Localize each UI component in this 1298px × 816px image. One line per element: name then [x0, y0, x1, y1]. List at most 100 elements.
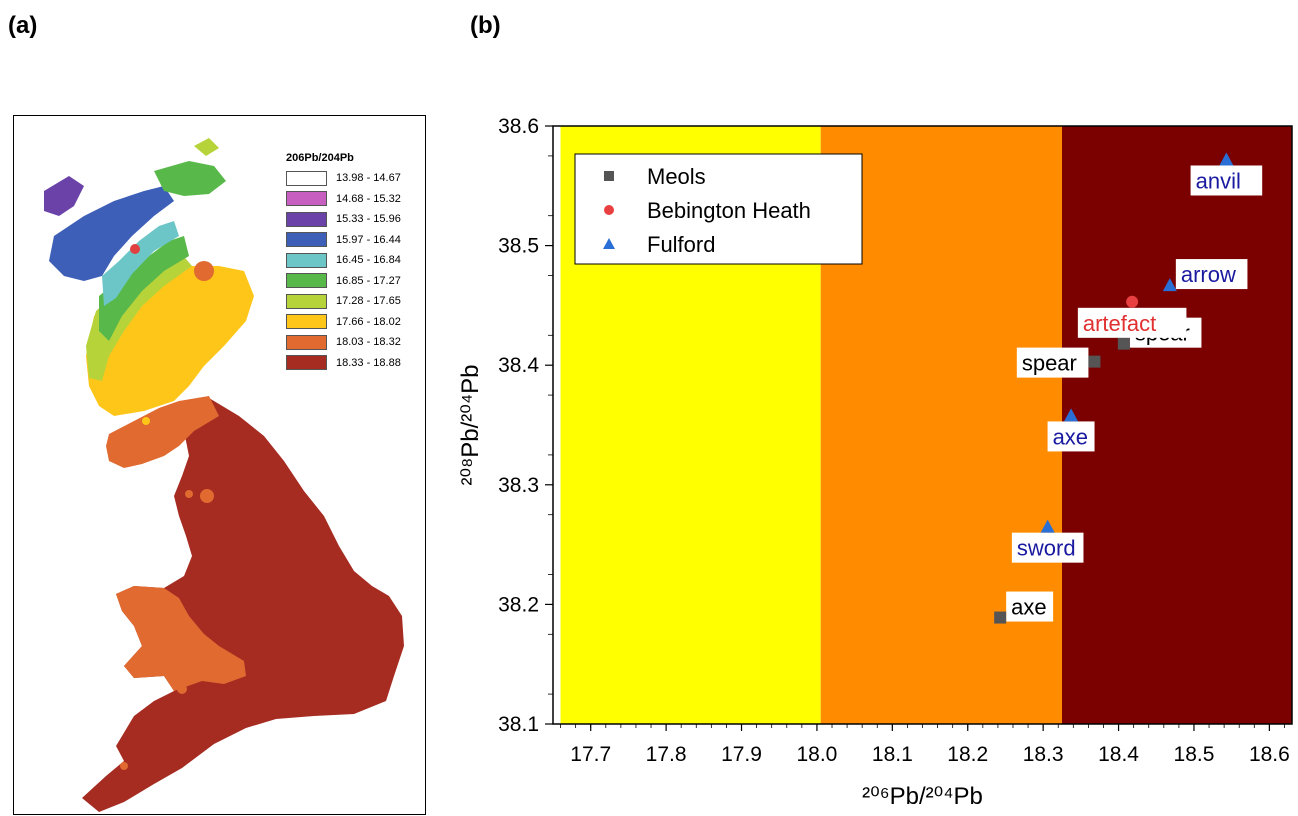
point-label-box: [1016, 347, 1089, 378]
legend-label: 14.68 - 15.32: [336, 192, 401, 205]
x-tick-label: 17.9: [721, 743, 762, 766]
map-legend-item: 13.98 - 14.67: [286, 168, 425, 189]
legend-label: 17.66 - 18.02: [336, 315, 401, 328]
intrusion-dot: [142, 417, 150, 425]
intrusion-dot: [185, 490, 193, 498]
legend-label: 15.97 - 16.44: [336, 233, 401, 246]
legend-swatch: [286, 170, 327, 186]
x-tick-label: 18.6: [1249, 743, 1290, 766]
legend-marker: [604, 205, 614, 215]
legend-label: 18.33 - 18.88: [336, 356, 401, 369]
northwest-purple-region: [44, 176, 84, 216]
legend-label: 18.03 - 18.32: [336, 336, 401, 349]
legend-label: 13.98 - 14.67: [336, 172, 401, 185]
data-point-bebington-heath: [1126, 295, 1139, 308]
wales-region: [116, 586, 246, 691]
map-legend-item: 16.85 - 17.27: [286, 271, 425, 292]
intrusion-dot: [200, 489, 214, 503]
x-axis-label: ²⁰⁶Pb/²⁰⁴Pb: [862, 783, 983, 810]
legend-swatch: [286, 355, 327, 371]
point-label: anvil: [1196, 168, 1241, 193]
isotope-scatter-chart: 17.7 17.8 17.9 18.0 18.1 18.2 18.3 18.4 18.5 18.6…: [457, 115, 1293, 810]
data-point-meols: [1088, 355, 1101, 368]
data-point-meols: [1117, 337, 1130, 350]
legend-swatch: [286, 211, 327, 227]
map-legend-item: 14.68 - 15.32: [286, 189, 425, 210]
highlands-green-region: [99, 236, 189, 341]
point-label-box: [1011, 532, 1084, 563]
map-legend-item: 15.97 - 16.44: [286, 230, 425, 251]
map-legend: 206Pb/204Pb 13.98 - 14.67 14.68 - 15.32 …: [286, 152, 425, 374]
point-label: axe: [1011, 595, 1046, 620]
legend-label: Bebington Heath: [647, 198, 811, 223]
x-tick-label: 18.4: [1098, 743, 1139, 766]
point-label: arrow: [1181, 262, 1236, 287]
x-tick-label: 18.3: [1023, 743, 1064, 766]
highlands-lime-region: [86, 251, 192, 381]
intrusion-dot: [194, 261, 214, 281]
y-tick-label: 38.2: [498, 593, 539, 616]
data-point-fulford: [1162, 278, 1177, 292]
x-tick-label: 17.7: [570, 743, 611, 766]
y-tick-label: 38.5: [498, 235, 539, 258]
y-axis-label: ²⁰⁸Pb/²⁰⁴Pb: [457, 364, 484, 485]
legend-label: 16.85 - 17.27: [336, 274, 401, 287]
map-legend-item: 17.28 - 17.65: [286, 291, 425, 312]
map-legend-item: 18.33 - 18.88: [286, 353, 425, 374]
map-legend-title: 206Pb/204Pb: [286, 152, 354, 164]
legend-label: Fulford: [647, 232, 715, 257]
legend-swatch: [286, 273, 327, 289]
x-tick-label: 18.1: [872, 743, 913, 766]
intrusion-dot: [130, 244, 140, 254]
intrusion-dot: [177, 684, 187, 694]
england-wales-region: [82, 398, 404, 812]
legend-label: Meols: [647, 164, 706, 189]
map-legend-item: 15.33 - 15.96: [286, 209, 425, 230]
legend-label: 16.45 - 16.84: [336, 254, 401, 267]
y-tick-label: 38.3: [498, 474, 539, 497]
y-tick-label: 38.6: [498, 115, 539, 138]
map-legend-item: 18.03 - 18.32: [286, 332, 425, 353]
legend-label: 17.28 - 17.65: [336, 295, 401, 308]
chart-legend-box: [574, 153, 863, 265]
background-band: [1062, 126, 1292, 724]
northwest-blue-region: [49, 186, 174, 281]
x-tick-label: 18.5: [1174, 743, 1215, 766]
legend-marker: [603, 238, 615, 249]
uk-map-drawing: [44, 138, 404, 812]
highlands-cyan-region: [102, 221, 179, 306]
orkney-islands: [194, 138, 219, 156]
point-label: artefact: [1083, 311, 1156, 336]
x-tick-label: 18.0: [796, 743, 837, 766]
map-legend-item: 16.45 - 16.84: [286, 250, 425, 271]
legend-swatch: [286, 293, 327, 309]
y-tick-label: 38.1: [498, 713, 539, 736]
data-point-fulford: [1064, 408, 1079, 422]
point-label-box: [1190, 165, 1263, 196]
data-point-fulford: [1219, 152, 1234, 166]
point-label: spear: [1022, 351, 1077, 376]
legend-swatch: [286, 314, 327, 330]
legend-marker: [604, 171, 614, 181]
point-label-box: [1175, 259, 1248, 290]
point-label-box: [1006, 591, 1054, 622]
north-coast-region: [154, 161, 226, 196]
x-tick-label: 17.8: [646, 743, 687, 766]
intrusion-dot: [120, 762, 128, 770]
legend-swatch: [286, 334, 327, 350]
panel-b-label: (b): [470, 12, 501, 39]
legend-swatch: [286, 252, 327, 268]
point-label: axe: [1053, 424, 1088, 449]
legend-swatch: [286, 191, 327, 207]
data-point-fulford: [1040, 519, 1055, 533]
point-label: sword: [1017, 536, 1076, 561]
data-point-meols: [994, 611, 1007, 624]
southern-scotland-region: [106, 396, 219, 468]
x-tick-label: 18.2: [947, 743, 988, 766]
legend-label: 15.33 - 15.96: [336, 213, 401, 226]
point-label-box: [1047, 421, 1095, 452]
panel-a-label: (a): [8, 12, 38, 39]
legend-swatch: [286, 232, 327, 248]
map-legend-item: 17.66 - 18.02: [286, 312, 425, 333]
uk-isotope-map: 206Pb/204Pb 13.98 - 14.67 14.68 - 15.32 …: [13, 115, 426, 815]
